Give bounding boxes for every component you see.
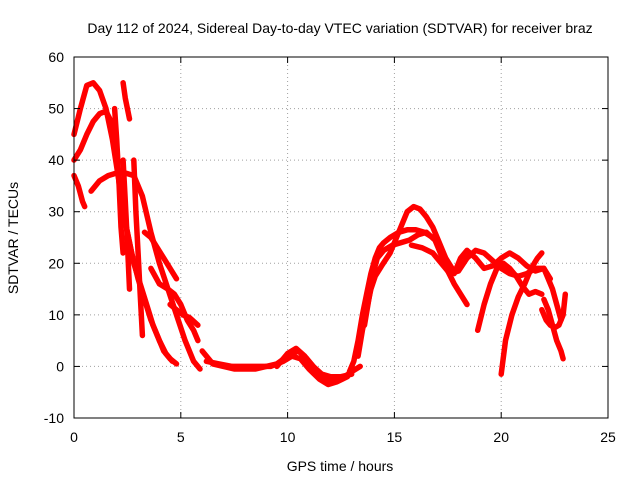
- plot-frame: [73, 56, 609, 419]
- y-tick-label: 30: [48, 204, 64, 220]
- series-arc-13: [203, 353, 351, 388]
- series-arc-10: [148, 265, 201, 344]
- x-tick-label: 10: [280, 429, 296, 445]
- series-arc-3: [71, 172, 88, 210]
- chart-title: Day 112 of 2024, Sidereal Day-to-day VTE…: [87, 20, 592, 36]
- data-traces: [71, 80, 569, 388]
- y-tick-label: 40: [48, 152, 64, 168]
- series-arc-21: [498, 250, 545, 377]
- series-arc-6: [120, 157, 133, 292]
- x-axis-label: GPS time / hours: [287, 458, 394, 474]
- axis-ticks: 0 5 10 15 20 25 -10 0 10 20 30 40 50 60: [44, 49, 616, 445]
- series-arc-20: [474, 260, 545, 334]
- x-tick-label: 5: [177, 429, 185, 445]
- y-tick-label: -10: [44, 410, 64, 426]
- y-axis-label: SDTVAR / TECUs: [5, 182, 21, 294]
- series-arc-23: [541, 296, 566, 362]
- y-tick-label: 10: [48, 307, 64, 323]
- x-tick-label: 15: [387, 429, 403, 445]
- series-arc-17: [361, 229, 470, 328]
- series-arc-5: [111, 105, 126, 256]
- y-tick-label: 60: [48, 49, 64, 65]
- x-tick-label: 25: [600, 429, 616, 445]
- series-arc-4: [88, 170, 203, 372]
- series-arc-19: [451, 247, 554, 282]
- x-tick-label: 20: [493, 429, 509, 445]
- grid: [74, 57, 608, 418]
- series-arc-8: [131, 157, 146, 339]
- series-arc-14: [274, 345, 355, 380]
- y-tick-label: 0: [56, 358, 64, 374]
- series-arc-7: [120, 80, 133, 122]
- series-arc-11: [167, 301, 201, 328]
- y-tick-label: 20: [48, 255, 64, 271]
- x-tick-label: 0: [70, 429, 78, 445]
- series-arc-9: [141, 229, 180, 282]
- y-tick-label: 50: [48, 101, 64, 117]
